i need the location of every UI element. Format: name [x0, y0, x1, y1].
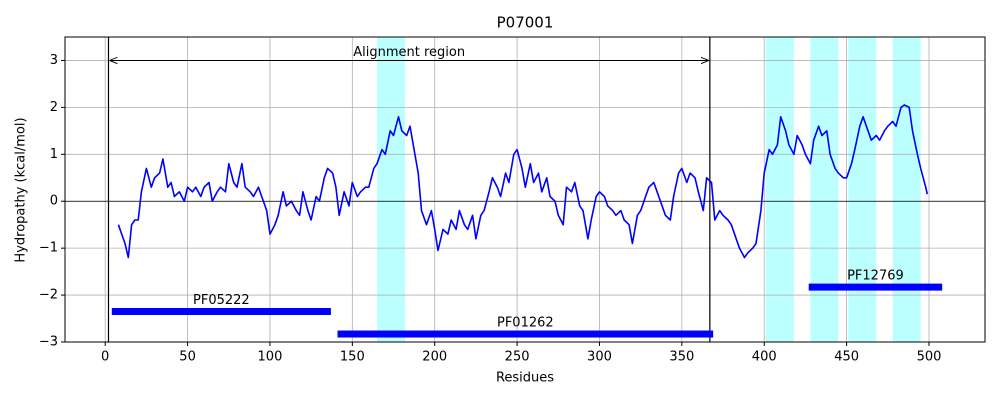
y-tick-label: 1	[50, 147, 58, 162]
x-tick-label: 0	[101, 350, 109, 365]
domain-label: PF05222	[193, 293, 250, 308]
x-tick-label: 450	[834, 350, 859, 365]
hydropathy-line	[117, 104, 929, 259]
shaded-region	[765, 37, 794, 342]
y-axis-label: Hydropathy (kcal/mol)	[14, 117, 29, 262]
x-tick-label: 500	[917, 350, 942, 365]
x-tick-label: 300	[587, 350, 612, 365]
y-tick-label: 3	[50, 53, 58, 68]
domain-label: PF12769	[847, 269, 904, 284]
domain-bar	[808, 283, 943, 291]
plot-frame	[64, 36, 986, 343]
y-tick-label: −3	[39, 335, 58, 350]
domain-bar	[337, 330, 714, 338]
x-tick-label: 50	[179, 350, 196, 365]
domain-bar	[111, 308, 331, 315]
shaded-region	[810, 37, 839, 342]
chart-title: P07001	[497, 14, 554, 32]
x-tick-label: 400	[752, 350, 777, 365]
domain-label: PF01262	[497, 316, 554, 331]
y-tick-label: 2	[50, 100, 58, 115]
y-tick-label: −2	[39, 288, 58, 303]
x-tick-label: 150	[340, 350, 365, 365]
x-tick-label: 100	[258, 350, 283, 365]
x-tick-label: 350	[669, 350, 694, 365]
shaded-region	[848, 37, 877, 342]
shaded-region	[892, 37, 921, 342]
x-tick-label: 200	[422, 350, 447, 365]
y-tick-label: −1	[39, 241, 58, 256]
x-axis-label: Residues	[496, 371, 554, 386]
alignment-label: Alignment region	[353, 45, 465, 60]
shaded-region	[377, 37, 406, 342]
y-tick-label: 0	[50, 194, 58, 209]
x-tick-label: 250	[505, 350, 530, 365]
